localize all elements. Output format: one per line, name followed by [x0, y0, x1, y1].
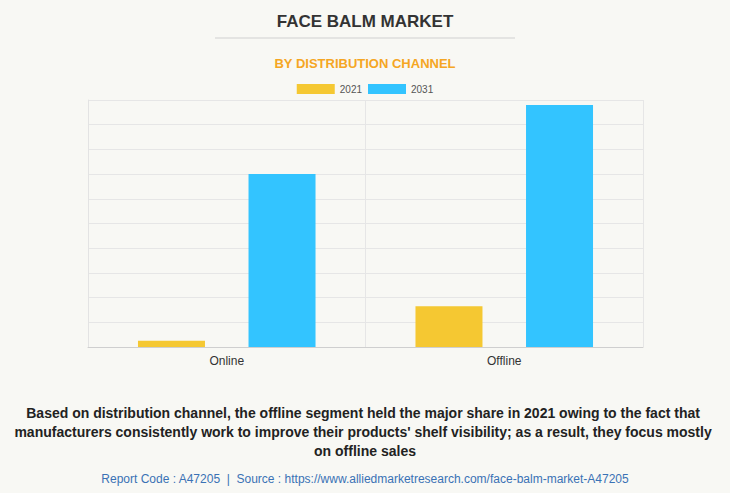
svg-text:Based on distribution channel,: Based on distribution channel, the offli… — [26, 405, 704, 421]
svg-text:Offline: Offline — [487, 354, 522, 368]
svg-text:2021: 2021 — [340, 84, 363, 95]
svg-text:Report Code : A47205 | Sourc: Report Code : A47205 | Source : https://… — [101, 472, 629, 486]
svg-text:Online: Online — [209, 354, 244, 368]
svg-text:on offline sales: on offline sales — [314, 443, 416, 459]
svg-text:BY DISTRIBUTION CHANNEL: BY DISTRIBUTION CHANNEL — [274, 56, 455, 71]
svg-text:2031: 2031 — [411, 84, 434, 95]
svg-text:manufacturers consistently wor: manufacturers consistently work to impro… — [14, 424, 715, 440]
svg-text:FACE BALM MARKET: FACE BALM MARKET — [277, 12, 454, 31]
